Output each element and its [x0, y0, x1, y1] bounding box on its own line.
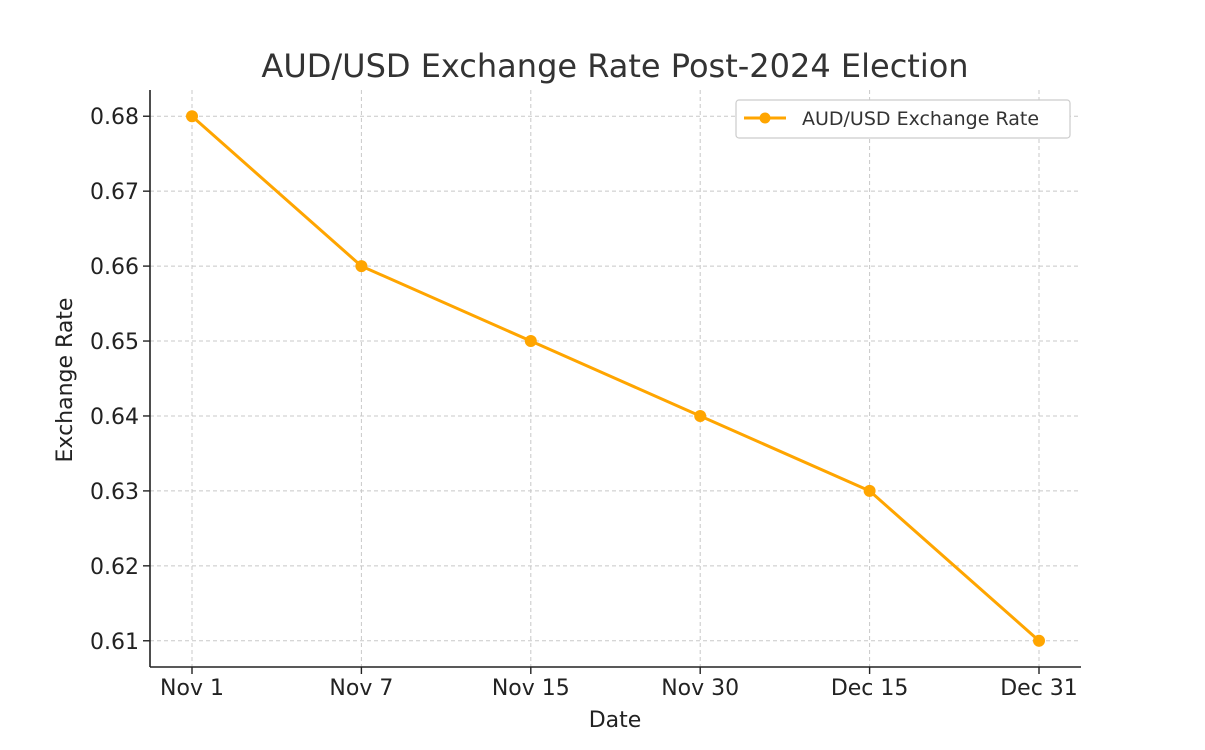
y-tick-label: 0.65 [90, 330, 139, 355]
y-tick-label: 0.63 [90, 480, 139, 505]
data-point [1033, 634, 1045, 647]
legend-frame [735, 99, 1071, 139]
y-axis-label: Exchange Rate [53, 298, 78, 463]
x-tick-label: Nov 1 [160, 676, 224, 701]
grid-lines [150, 90, 1081, 667]
x-tick-label: Dec 31 [1000, 676, 1078, 701]
chart-title: AUD/USD Exchange Rate Post-2024 Election [261, 47, 968, 85]
legend-label: AUD/USD Exchange Rate [802, 108, 1039, 130]
x-tick-label: Nov 30 [661, 676, 739, 701]
x-axis-label: Date [589, 708, 642, 733]
y-tick-label: 0.66 [90, 255, 139, 280]
data-point [355, 260, 368, 273]
data-point [863, 484, 876, 497]
data-point [694, 409, 707, 422]
x-tick-label: Nov 7 [329, 676, 393, 701]
y-tick-label: 0.64 [90, 405, 139, 430]
y-tick-label: 0.67 [90, 180, 139, 205]
axes [149, 90, 1081, 668]
y-tick-label: 0.68 [90, 105, 139, 130]
series-line [191, 115, 1040, 642]
legend-marker-swatch [759, 112, 771, 124]
x-axis-ticks: Nov 1 Nov 7 Nov 15 Nov 30 Dec 15 Dec 31 [160, 667, 1078, 701]
x-tick-label: Dec 15 [831, 676, 909, 701]
y-tick-label: 0.61 [90, 630, 139, 655]
legend: AUD/USD Exchange Rate [735, 99, 1071, 139]
data-point [524, 335, 537, 348]
y-tick-label: 0.62 [90, 555, 139, 580]
series-group [186, 110, 1045, 647]
y-axis-ticks: 0.61 0.62 0.63 0.64 0.65 0.66 0.67 0.68 [90, 105, 150, 655]
x-tick-label: Nov 15 [492, 676, 570, 701]
data-point [186, 110, 198, 123]
